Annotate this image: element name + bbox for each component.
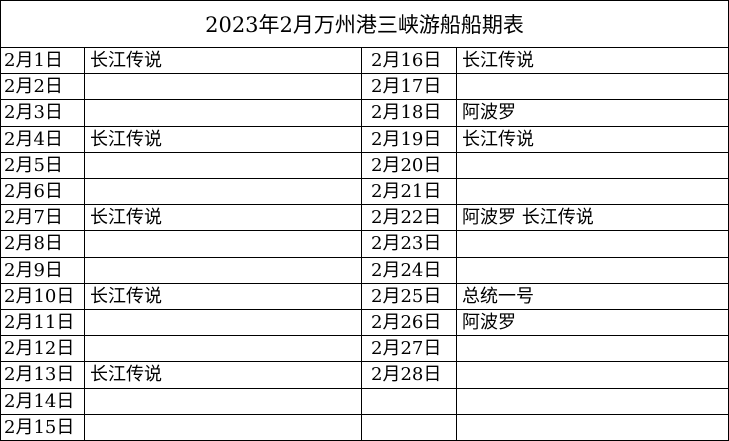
date-cell[interactable]: 2月18日 — [362, 100, 457, 128]
ship-cell[interactable] — [457, 258, 728, 284]
date-cell[interactable]: 2月19日 — [362, 126, 457, 153]
ship-cell[interactable] — [457, 415, 728, 441]
ship-cell[interactable]: 总统一号 — [457, 284, 728, 310]
ship-cell[interactable] — [85, 336, 362, 363]
date-cell[interactable]: 2月20日 — [362, 152, 457, 179]
ship-cell[interactable] — [457, 179, 728, 205]
ship-cell[interactable] — [85, 388, 362, 415]
date-cell[interactable]: 2月14日 — [1, 388, 85, 415]
ship-cell[interactable] — [457, 231, 728, 259]
table-row: 2月8日 2月23日 — [1, 231, 728, 259]
ship-cell[interactable]: 长江传说 — [85, 283, 362, 310]
table-row: 2月7日 长江传说 2月22日 阿波罗 长江传说 — [1, 205, 728, 232]
ship-cell[interactable] — [457, 153, 728, 179]
date-cell[interactable]: 2月4日 — [1, 126, 85, 153]
ship-cell[interactable]: 长江传说 — [85, 126, 362, 153]
date-cell[interactable]: 2月22日 — [362, 205, 457, 232]
table-row: 2月3日 2月18日 阿波罗 — [1, 100, 728, 128]
date-cell[interactable]: 2月12日 — [1, 336, 85, 363]
ship-cell[interactable] — [85, 414, 362, 441]
date-cell[interactable]: 2月1日 — [1, 48, 85, 74]
ship-cell[interactable]: 长江传说 — [457, 127, 728, 153]
ship-cell[interactable] — [457, 336, 728, 363]
table-row: 2月10日 长江传说 2月25日 总统一号 — [1, 283, 728, 310]
date-cell[interactable]: 2月5日 — [1, 152, 85, 179]
schedule-title: 2023年2月万州港三峡游船船期表 — [1, 1, 728, 48]
date-cell[interactable]: 2月13日 — [1, 362, 85, 390]
date-cell[interactable] — [362, 414, 457, 441]
date-cell[interactable]: 2月7日 — [1, 205, 85, 232]
table-row: 2月1日 长江传说 2月16日 长江传说 — [1, 48, 728, 74]
table-row: 2月14日 — [1, 388, 728, 415]
table-row: 2月12日 2月27日 — [1, 336, 728, 363]
ship-cell[interactable] — [85, 310, 362, 336]
ship-cell[interactable] — [85, 152, 362, 179]
table-row: 2月13日 长江传说 2月28日 — [1, 362, 728, 390]
date-cell[interactable] — [362, 388, 457, 415]
ship-cell[interactable] — [457, 74, 728, 101]
ship-cell[interactable] — [85, 231, 362, 259]
ship-cell[interactable] — [457, 362, 728, 390]
ship-cell[interactable]: 阿波罗 长江传说 — [457, 205, 728, 232]
ship-cell[interactable]: 阿波罗 — [457, 100, 728, 128]
ship-cell[interactable]: 长江传说 — [457, 48, 728, 74]
ship-cell[interactable] — [85, 100, 362, 128]
table-row: 2月4日 长江传说 2月19日 长江传说 — [1, 126, 728, 153]
table-row: 2月9日 2月24日 — [1, 257, 728, 284]
table-row: 2月11日 2月26日 阿波罗 — [1, 310, 728, 336]
ship-cell[interactable] — [85, 179, 362, 205]
ship-cell[interactable]: 阿波罗 — [457, 310, 728, 336]
date-cell[interactable]: 2月23日 — [362, 231, 457, 259]
ship-cell[interactable] — [457, 389, 728, 415]
date-cell[interactable]: 2月25日 — [362, 283, 457, 310]
date-cell[interactable]: 2月21日 — [362, 179, 457, 205]
date-cell[interactable]: 2月16日 — [362, 48, 457, 74]
date-cell[interactable]: 2月9日 — [1, 257, 85, 284]
date-cell[interactable]: 2月10日 — [1, 283, 85, 310]
ship-cell[interactable] — [85, 74, 362, 101]
date-cell[interactable]: 2月3日 — [1, 100, 85, 128]
table-row: 2月2日 2月17日 — [1, 74, 728, 101]
date-cell[interactable]: 2月6日 — [1, 179, 85, 205]
date-cell[interactable]: 2月17日 — [362, 74, 457, 101]
date-cell[interactable]: 2月27日 — [362, 336, 457, 363]
table-row: 2月15日 — [1, 414, 728, 441]
ship-cell[interactable]: 长江传说 — [85, 48, 362, 74]
table-row: 2月6日 2月21日 — [1, 179, 728, 205]
date-cell[interactable]: 2月28日 — [362, 362, 457, 390]
date-cell[interactable]: 2月24日 — [362, 257, 457, 284]
date-cell[interactable]: 2月8日 — [1, 231, 85, 259]
date-cell[interactable]: 2月2日 — [1, 74, 85, 101]
table-row: 2月5日 2月20日 — [1, 152, 728, 179]
date-cell[interactable]: 2月15日 — [1, 414, 85, 441]
date-cell[interactable]: 2月11日 — [1, 310, 85, 336]
date-cell[interactable]: 2月26日 — [362, 310, 457, 336]
ship-cell[interactable] — [85, 257, 362, 284]
ship-cell[interactable]: 长江传说 — [85, 362, 362, 390]
ship-cell[interactable]: 长江传说 — [85, 205, 362, 232]
